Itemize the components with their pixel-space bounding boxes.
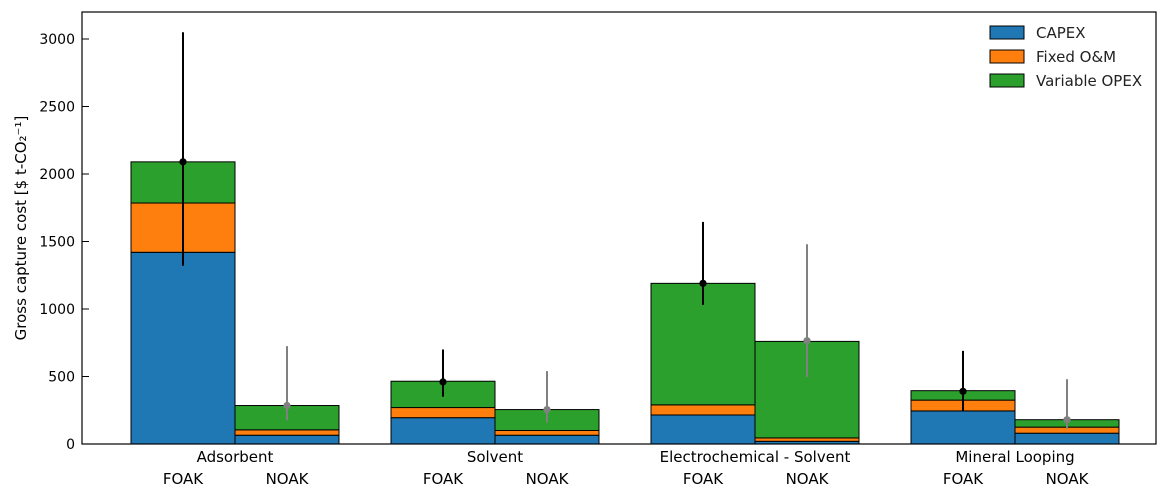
group-label: Solvent	[467, 448, 523, 466]
bar-label-foak: FOAK	[163, 470, 204, 486]
group-label: Mineral Looping	[955, 448, 1074, 466]
bar-label-foak: FOAK	[423, 470, 464, 486]
bar-segment-capex-3-1	[1014, 432, 1120, 445]
y-tick-label: 2500	[39, 100, 75, 116]
error-bars-layer	[179, 32, 1071, 429]
legend-label-1: Fixed O&M	[1036, 48, 1116, 66]
data-point-1-0	[439, 378, 447, 386]
data-point-0-0	[179, 158, 187, 166]
bar-label-noak: NOAK	[266, 470, 310, 486]
group-label: Electrochemical - Solvent	[660, 448, 851, 466]
data-point-2-0	[699, 279, 707, 287]
data-point-0-1	[283, 401, 291, 410]
y-tick-label: 3000	[39, 32, 75, 48]
bar-segment-capex-1-1	[494, 434, 600, 445]
bar-segment-fixed-o-m-1-0	[390, 407, 496, 419]
y-tick-label: 500	[48, 370, 75, 386]
bar-label-foak: FOAK	[683, 470, 724, 486]
y-tick-label: 1000	[39, 302, 75, 318]
bar-segment-capex-0-0	[130, 251, 236, 445]
bar-segment-fixed-o-m-2-1	[754, 437, 860, 442]
y-axis-title: Gross capture cost [$ t-CO₂⁻¹]	[12, 116, 30, 341]
bar-segment-fixed-o-m-0-1	[234, 429, 340, 436]
legend-swatch-2	[989, 73, 1025, 88]
y-tick-label: 0	[66, 437, 75, 453]
bar-segment-capex-2-0	[650, 414, 756, 445]
y-axis: 0 500 1000 1500 2000 2500 3000	[39, 32, 89, 453]
data-point-1-1	[543, 405, 551, 414]
legend-label-2: Variable OPEX	[1036, 72, 1142, 90]
data-point-3-0	[959, 387, 967, 395]
group-label: Adsorbent	[197, 448, 274, 466]
bar-label-noak: NOAK	[786, 470, 830, 486]
bar-label-foak: FOAK	[943, 470, 984, 486]
data-point-2-1	[803, 337, 811, 345]
y-tick-label: 1500	[39, 235, 75, 251]
data-point-3-1	[1063, 416, 1071, 424]
legend: CAPEX Fixed O&M Variable OPEX	[989, 24, 1142, 90]
bar-segment-capex-3-0	[910, 410, 1016, 445]
plot-frame	[81, 11, 1157, 445]
bar-segment-fixed-o-m-1-1	[494, 430, 600, 436]
legend-swatch-1	[989, 49, 1025, 64]
legend-swatch-0	[989, 25, 1025, 40]
bar-label-noak: NOAK	[1046, 470, 1090, 486]
bar-label-noak: NOAK	[526, 470, 570, 486]
bar-segment-capex-1-0	[390, 417, 496, 445]
y-tick-label: 2000	[39, 167, 75, 183]
bar-segment-fixed-o-m-2-0	[650, 404, 756, 416]
bar-segment-capex-0-1	[234, 434, 340, 445]
bars-layer	[130, 161, 1120, 445]
legend-label-0: CAPEX	[1036, 24, 1086, 42]
